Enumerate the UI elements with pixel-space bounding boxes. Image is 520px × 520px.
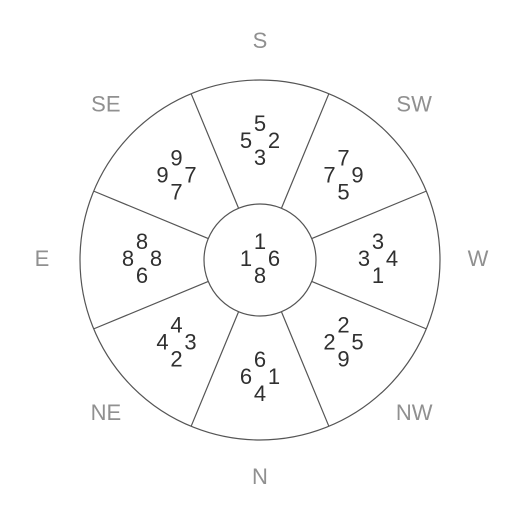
num-bottom: 7 — [170, 179, 182, 204]
spoke — [94, 281, 209, 328]
direction-label-w: W — [468, 246, 489, 271]
flying-star-chart: SSWWNWNNEESE 552377953341225966144432888… — [0, 0, 520, 520]
sector-se: 9977 — [156, 145, 196, 204]
num-top: 9 — [170, 145, 182, 170]
spoke — [191, 312, 238, 427]
direction-label-ne: NE — [91, 400, 122, 425]
sector-s: 5523 — [240, 111, 280, 170]
num-top: 2 — [337, 312, 349, 337]
sector-n: 6614 — [240, 347, 280, 406]
num-left: 8 — [122, 246, 134, 271]
num-bottom: 6 — [136, 263, 148, 288]
sector-sw: 7795 — [323, 145, 363, 204]
spokes-group — [94, 94, 427, 427]
sector-e: 8886 — [122, 229, 162, 288]
num-top: 1 — [254, 229, 266, 254]
num-top: 8 — [136, 229, 148, 254]
num-top: 7 — [337, 145, 349, 170]
num-right: 8 — [150, 246, 162, 271]
num-left: 4 — [156, 329, 168, 354]
sector-w: 3341 — [358, 229, 398, 288]
direction-label-nw: NW — [396, 400, 433, 425]
num-bottom: 3 — [254, 145, 266, 170]
spoke — [281, 94, 328, 209]
num-top: 6 — [254, 347, 266, 372]
num-right: 5 — [351, 329, 363, 354]
num-right: 3 — [184, 329, 196, 354]
direction-labels-group: S SW W NW N NE E SE — [35, 28, 489, 489]
num-right: 1 — [268, 364, 280, 389]
spoke — [312, 281, 427, 328]
num-right: 9 — [351, 162, 363, 187]
direction-label-se: SE — [91, 92, 120, 117]
direction-label-sw: SW — [396, 92, 432, 117]
num-left: 5 — [240, 128, 252, 153]
spoke — [94, 191, 209, 238]
num-bottom: 1 — [372, 263, 384, 288]
num-right: 7 — [184, 162, 196, 187]
num-bottom: 5 — [337, 179, 349, 204]
num-right: 2 — [268, 128, 280, 153]
direction-label-n: N — [252, 464, 268, 489]
direction-label-s: S — [253, 28, 268, 53]
num-left: 9 — [156, 162, 168, 187]
num-left: 1 — [240, 246, 252, 271]
num-left: 2 — [323, 329, 335, 354]
numbers-group: 552377953341225966144432888699771168 — [122, 111, 398, 406]
spoke — [312, 191, 427, 238]
num-right: 6 — [268, 246, 280, 271]
spoke — [281, 312, 328, 427]
num-bottom: 8 — [254, 263, 266, 288]
num-left: 7 — [323, 162, 335, 187]
num-bottom: 9 — [337, 346, 349, 371]
num-left: 6 — [240, 364, 252, 389]
direction-label-e: E — [35, 246, 50, 271]
center-sector: 1168 — [240, 229, 280, 288]
num-right: 4 — [386, 246, 398, 271]
num-top: 5 — [254, 111, 266, 136]
num-bottom: 4 — [254, 381, 266, 406]
num-left: 3 — [358, 246, 370, 271]
sector-ne: 4432 — [156, 312, 196, 371]
num-top: 3 — [372, 229, 384, 254]
sector-nw: 2259 — [323, 312, 363, 371]
num-top: 4 — [170, 312, 182, 337]
num-bottom: 2 — [170, 346, 182, 371]
spoke — [191, 94, 238, 209]
inner-circle — [204, 204, 316, 316]
